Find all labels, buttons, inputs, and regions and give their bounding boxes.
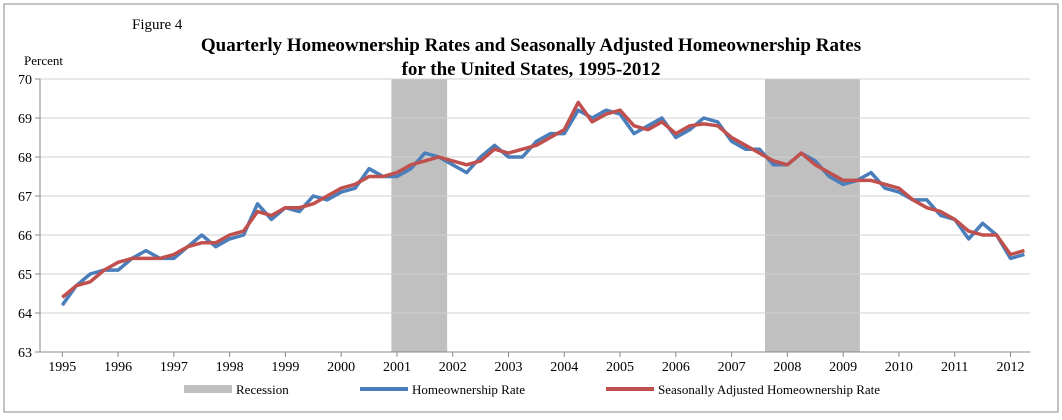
x-tick-label: 1999 [271,360,299,375]
legend-label: Seasonally Adjusted Homeownership Rate [658,382,880,397]
y-tick-label: 70 [18,73,32,88]
x-tick-label: 2011 [941,360,968,375]
chart-title: Quarterly Homeownership Rates and Season… [201,35,861,56]
y-tick-label: 67 [18,190,32,205]
y-tick-label: 65 [18,268,32,283]
x-tick-label: 1996 [104,360,132,375]
y-tick-label: 64 [18,307,32,322]
x-tick-label: 2007 [718,360,746,375]
recession-band [765,79,860,352]
figure-label: Figure 4 [132,17,183,33]
x-tick-label: 1997 [160,360,188,375]
x-tick-label: 1998 [216,360,244,375]
y-tick-label: 66 [18,229,32,244]
y-tick-label: 68 [18,151,32,166]
x-tick-label: 2004 [550,360,578,375]
x-tick-label: 2009 [829,360,857,375]
x-tick-label: 2005 [606,360,634,375]
series-line [60,108,1025,307]
x-tick-label: 2008 [773,360,801,375]
legend-label: Recession [236,382,289,397]
x-tick-label: 2010 [885,360,913,375]
legend-swatch [184,385,232,393]
chart-title: for the United States, 1995-2012 [402,59,661,80]
y-tick-label: 63 [18,346,32,361]
series-line [61,100,1025,299]
recession-band [391,79,448,352]
y-tick-label: 69 [18,112,32,127]
chart-border [3,3,1059,413]
x-tick-label: 2001 [383,360,411,375]
x-tick-label: 1995 [48,360,76,375]
y-axis-label: Percent [24,53,63,68]
x-tick-label: 2012 [996,360,1024,375]
x-tick-label: 2003 [495,360,523,375]
x-tick-label: 2002 [439,360,467,375]
x-tick-label: 2000 [327,360,355,375]
legend-label: Homeownership Rate [412,382,525,397]
x-tick-label: 2006 [662,360,690,375]
